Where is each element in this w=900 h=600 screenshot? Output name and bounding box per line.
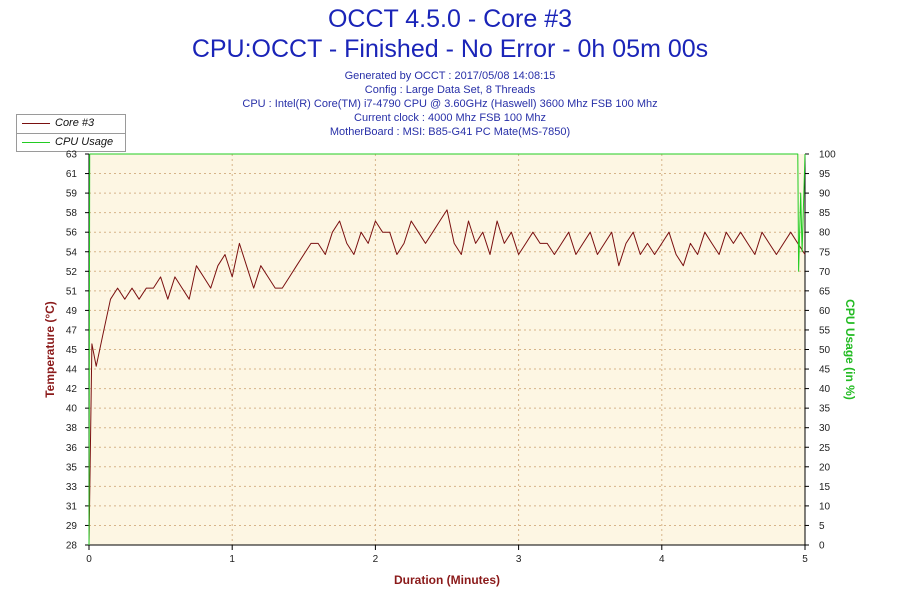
y-tick-label: 47 [66, 325, 78, 336]
y-tick-label: 45 [66, 345, 78, 356]
info-current-clock: Current clock : 4000 Mhz FSB 100 Mhz [354, 112, 546, 124]
y-tick-label: 35 [66, 462, 78, 473]
y-tick-label: 40 [66, 404, 78, 415]
y2-tick-label: 45 [819, 365, 831, 376]
legend-item-cpu: CPU Usage [17, 133, 125, 151]
plot-area [89, 154, 805, 545]
y2-tick-label: 30 [819, 423, 831, 434]
y-tick-label: 44 [66, 365, 78, 376]
y-tick-label: 42 [66, 384, 78, 395]
y2-axis-title: CPU Usage (in %) [843, 299, 857, 400]
y-tick-label: 33 [66, 482, 78, 493]
core-temperature-line [88, 209, 806, 546]
chart-subtitle: CPU:OCCT - Finished - No Error - 0h 05m … [191, 35, 709, 63]
y2-tick-label: 35 [819, 404, 831, 415]
x-axis-title: Duration (Minutes) [394, 573, 500, 587]
y-axis-title: Temperature (°C) [43, 301, 57, 398]
x-tick-label: 3 [516, 554, 522, 565]
x-tick-label: 2 [373, 554, 379, 565]
y2-tick-label: 50 [819, 345, 831, 356]
y-tick-label: 36 [66, 443, 78, 454]
y-tick-label: 63 [66, 150, 78, 161]
x-tick-label: 0 [86, 554, 92, 565]
y2-tick-label: 95 [819, 169, 831, 180]
x-tick-label: 1 [229, 554, 235, 565]
info-block: Generated by OCCT : 2017/05/08 14:08:15 … [0, 69, 900, 139]
info-generated: Generated by OCCT : 2017/05/08 14:08:15 [344, 70, 556, 82]
legend-label-core: Core #3 [55, 117, 95, 129]
y-tick-label: 58 [66, 208, 78, 219]
y-tick-label: 29 [66, 521, 78, 532]
y2-tick-label: 20 [819, 462, 831, 473]
y2-tick-label: 60 [819, 306, 831, 317]
legend-swatch-core [22, 123, 50, 124]
y2-tick-label: 40 [819, 384, 831, 395]
y2-tick-label: 55 [819, 325, 831, 336]
x-tick-label: 4 [659, 554, 665, 565]
y2-tick-label: 15 [819, 482, 831, 493]
y2-tick-label: 85 [819, 208, 831, 219]
y-tick-label: 31 [66, 501, 78, 512]
y-tick-label: 59 [66, 189, 78, 200]
y-tick-label: 38 [66, 423, 78, 434]
y2-tick-label: 0 [819, 541, 825, 552]
legend: Core #3 CPU Usage [16, 114, 126, 152]
y-tick-label: 61 [66, 169, 78, 180]
y-tick-label: 56 [66, 228, 78, 239]
y-tick-label: 54 [66, 247, 78, 258]
info-cpu: CPU : Intel(R) Core(TM) i7-4790 CPU @ 3.… [242, 98, 658, 110]
y2-tick-label: 80 [819, 228, 831, 239]
y2-tick-label: 5 [819, 521, 825, 532]
legend-item-core: Core #3 [17, 115, 125, 133]
info-motherboard: MotherBoard : MSI: B85-G41 PC Mate(MS-78… [329, 126, 571, 138]
y-tick-label: 28 [66, 541, 78, 552]
y2-tick-label: 10 [819, 501, 831, 512]
legend-swatch-cpu [22, 142, 50, 143]
y2-tick-label: 65 [819, 286, 831, 297]
y2-tick-label: 75 [819, 247, 831, 258]
y2-tick-label: 100 [819, 150, 836, 161]
chart-title: OCCT 4.5.0 - Core #3 [327, 5, 573, 33]
legend-label-cpu: CPU Usage [55, 136, 114, 148]
y-tick-label: 52 [66, 267, 78, 278]
x-tick-label: 5 [802, 554, 808, 565]
cpu-usage-line [88, 153, 806, 546]
info-config: Config : Large Data Set, 8 Threads [364, 84, 536, 96]
y2-tick-label: 70 [819, 267, 831, 278]
y-tick-label: 51 [66, 286, 78, 297]
y2-tick-label: 90 [819, 189, 831, 200]
y2-tick-label: 25 [819, 443, 831, 454]
y-tick-label: 49 [66, 306, 78, 317]
